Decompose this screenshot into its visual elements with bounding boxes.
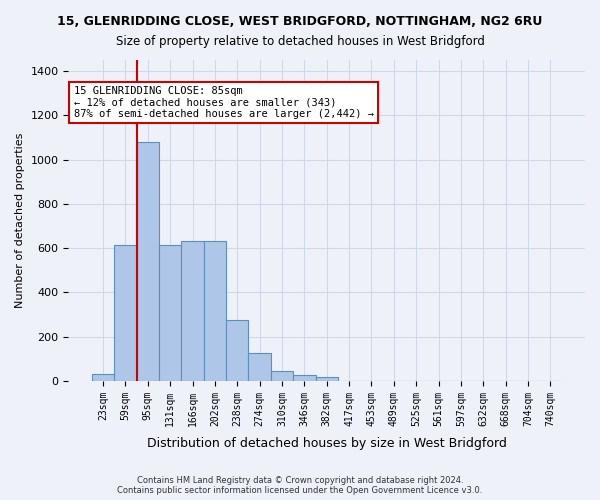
Bar xyxy=(114,245,137,381)
Text: 15 GLENRIDDING CLOSE: 85sqm
← 12% of detached houses are smaller (343)
87% of se: 15 GLENRIDDING CLOSE: 85sqm ← 12% of det… xyxy=(74,86,374,119)
Text: Size of property relative to detached houses in West Bridgford: Size of property relative to detached ho… xyxy=(116,35,484,48)
Bar xyxy=(159,245,181,381)
Bar xyxy=(226,320,248,381)
Bar xyxy=(293,376,316,381)
Bar xyxy=(204,242,226,381)
Text: 15, GLENRIDDING CLOSE, WEST BRIDGFORD, NOTTINGHAM, NG2 6RU: 15, GLENRIDDING CLOSE, WEST BRIDGFORD, N… xyxy=(58,15,542,28)
Bar xyxy=(137,142,159,381)
Bar xyxy=(248,354,271,381)
Y-axis label: Number of detached properties: Number of detached properties xyxy=(15,133,25,308)
Bar xyxy=(92,374,114,381)
Bar xyxy=(271,371,293,381)
Text: Contains HM Land Registry data © Crown copyright and database right 2024.
Contai: Contains HM Land Registry data © Crown c… xyxy=(118,476,482,495)
Bar xyxy=(181,242,204,381)
X-axis label: Distribution of detached houses by size in West Bridgford: Distribution of detached houses by size … xyxy=(147,437,506,450)
Bar xyxy=(316,377,338,381)
